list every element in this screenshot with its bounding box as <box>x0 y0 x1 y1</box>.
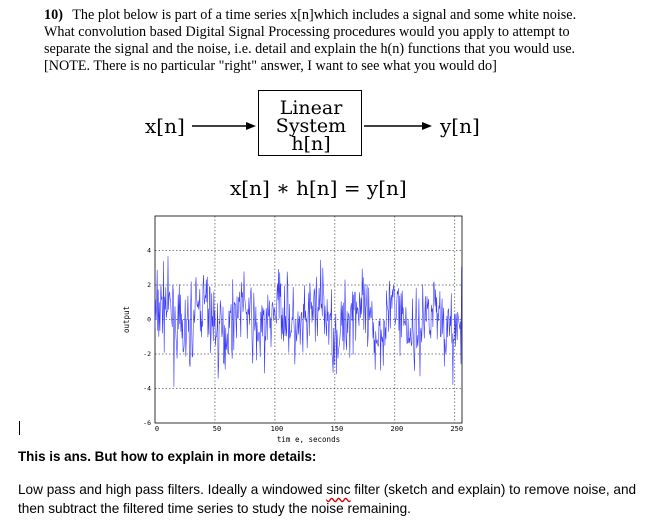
text-cursor <box>19 421 20 435</box>
system-diagram: x[n] Linear System h[n] y[n] x[n] ∗ h[n]… <box>0 88 670 208</box>
system-label-line2: System <box>275 115 347 137</box>
answer-text-part1: Low pass and high pass filters. Ideally … <box>18 482 327 497</box>
input-label: x[n] <box>145 114 185 138</box>
x-tick-label: 250 <box>450 425 463 433</box>
y-tick-label: 4 <box>147 247 151 255</box>
linear-system-box: Linear System h[n] <box>258 90 362 156</box>
answer-sinc-word: sinc <box>326 482 351 497</box>
x-axis-label: tim e, seconds <box>277 435 340 444</box>
system-label-line1: Linear <box>279 97 343 119</box>
question-body: The plot below is part of a time series … <box>44 7 577 74</box>
output-label: y[n] <box>440 114 480 138</box>
convolution-equation: x[n] ∗ h[n] = y[n] <box>230 176 407 200</box>
question-text-block: 10) The plot below is part of a time ser… <box>44 7 604 75</box>
y-tick-label: 2 <box>147 281 151 289</box>
y-tick-label: 0 <box>147 316 151 324</box>
answer-body: Low pass and high pass filters. Ideally … <box>18 480 658 518</box>
answer-text-part2: filter (sketch and explain) to remove no… <box>18 482 637 516</box>
system-label-line3: h[n] <box>291 133 331 155</box>
x-tick-label: 0 <box>155 425 159 433</box>
question-number: 10) <box>44 7 63 23</box>
input-arrow <box>192 122 432 130</box>
x-tick-label: 50 <box>213 425 221 433</box>
answer-label: This is ans. But how to explain in more … <box>18 449 317 464</box>
x-tick-label: 200 <box>391 425 404 433</box>
series-line-output <box>154 256 462 387</box>
y-tick-label: -4 <box>143 385 151 393</box>
y-tick-label: -6 <box>143 419 151 427</box>
x-tick-label: 100 <box>271 425 284 433</box>
time-series-chart: 0 50 100 150 200 250 4 2 0 -2 -4 -6 tim e, seconds ou… <box>122 215 463 444</box>
x-tick-label: 150 <box>331 425 344 433</box>
y-tick-label: -2 <box>143 350 151 358</box>
y-axis-label: output <box>122 306 131 333</box>
